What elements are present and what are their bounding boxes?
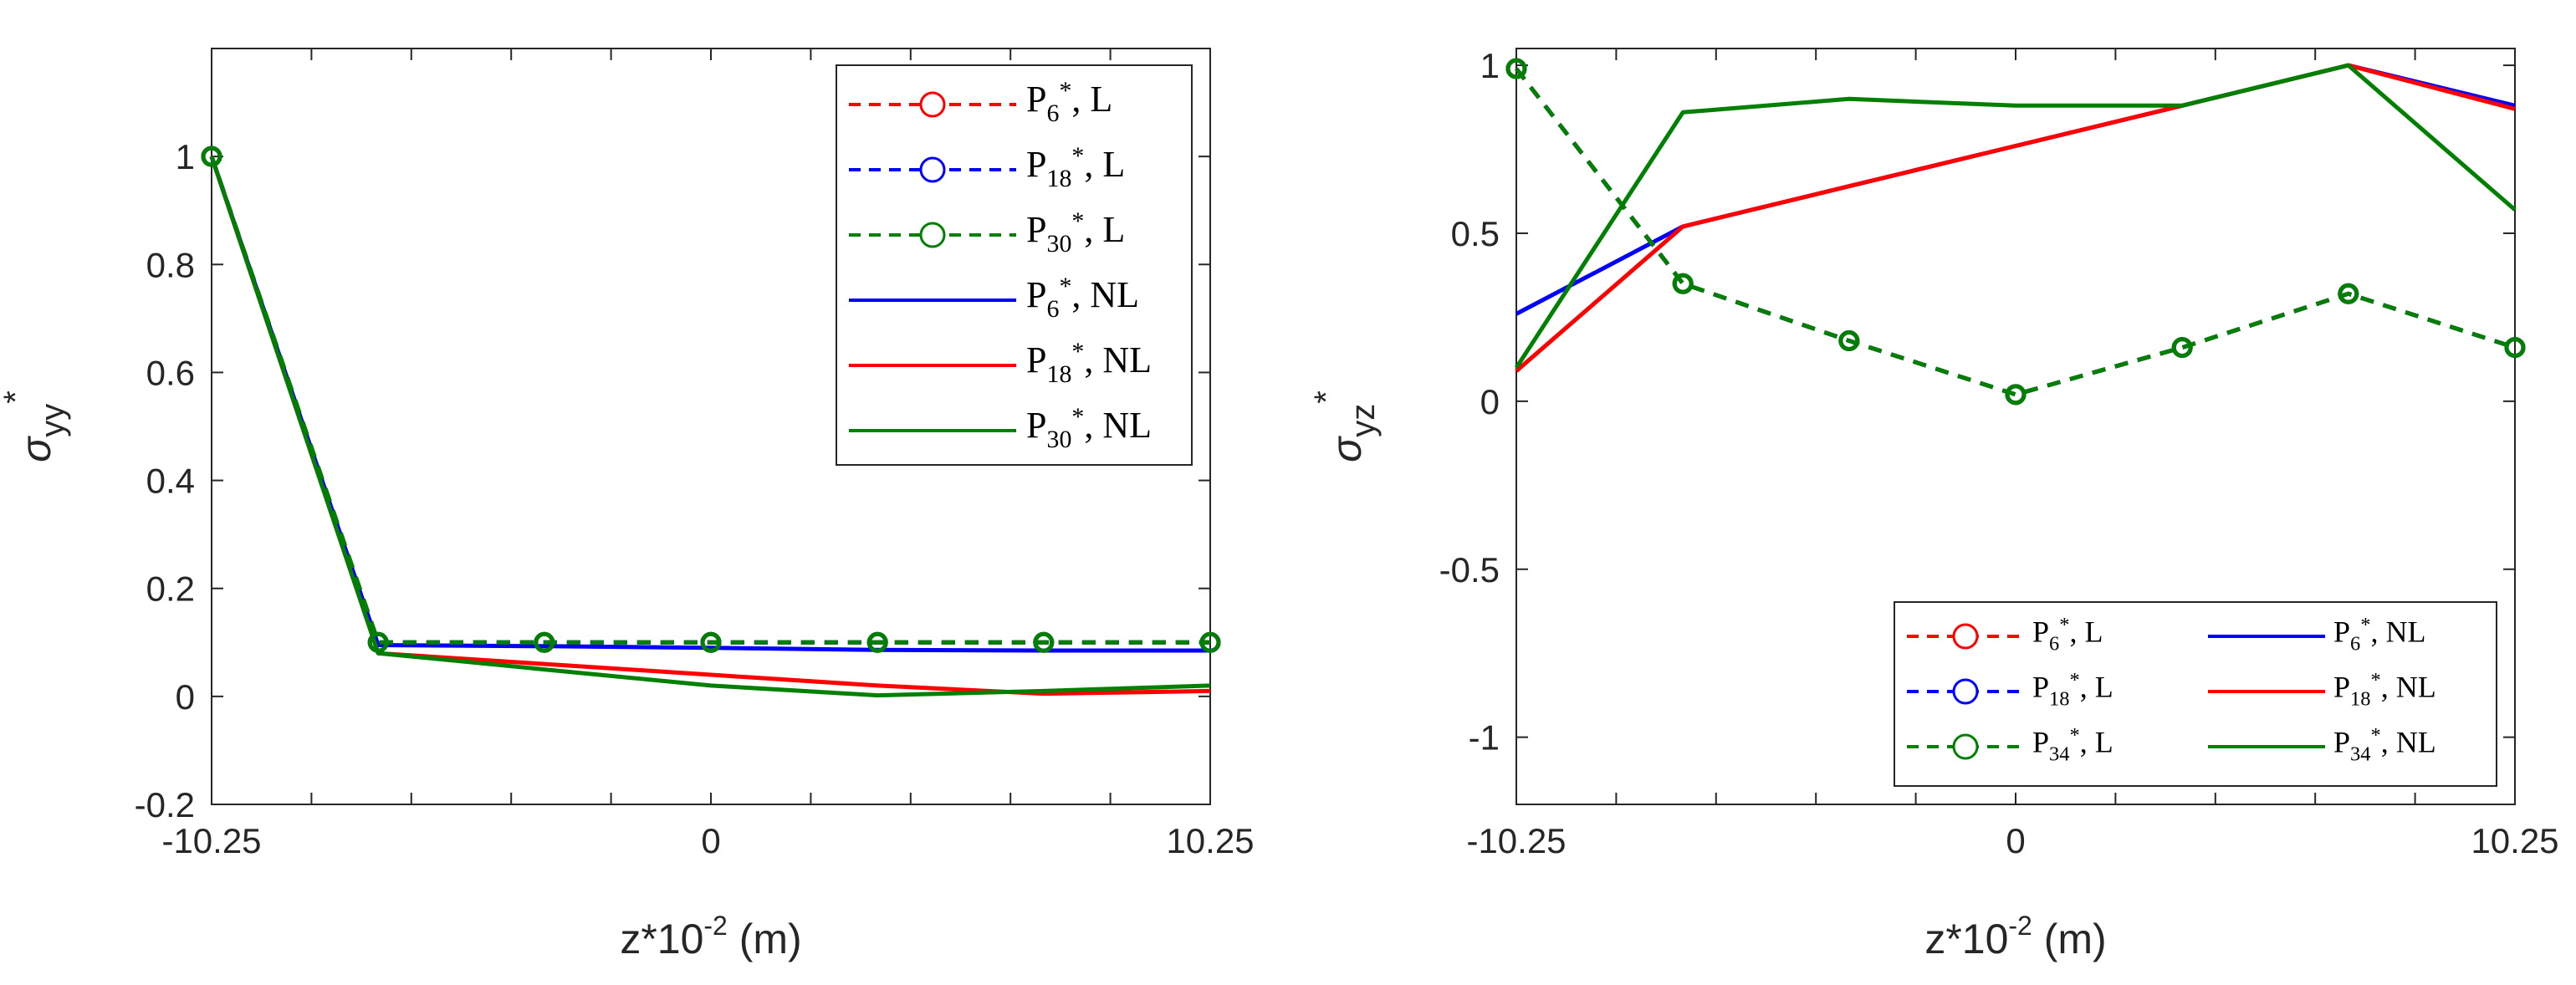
- y-tick-label: 0.8: [146, 245, 195, 284]
- legend-label: P30*, NL: [1026, 403, 1152, 453]
- legend-entry: P18*, L: [849, 142, 1125, 192]
- legend-label: P18*, L: [1026, 142, 1125, 192]
- data-point: [2005, 384, 2027, 406]
- legend-label: P34*, L: [2032, 724, 2113, 765]
- y-tick-label: 0.5: [1451, 214, 1500, 253]
- legend-marker: [1952, 623, 1979, 650]
- legend: P6*, L P18*, L P30*, L P6*, NL P18*, NL P30*,…: [836, 64, 1193, 466]
- legend-box: [1894, 601, 2497, 787]
- data-point: [1033, 631, 1055, 653]
- legend-entry: P18*, NL: [2208, 669, 2436, 711]
- legend-marker: [1952, 733, 1979, 760]
- legend-marker: [919, 156, 946, 183]
- legend-label: P18*, NL: [1026, 338, 1152, 388]
- legend-entry: P6*, L: [849, 77, 1112, 127]
- legend-entry: P6*, NL: [2208, 614, 2426, 656]
- legend-label: P18*, NL: [2333, 669, 2436, 710]
- legend-label: P34*, NL: [2333, 724, 2436, 765]
- data-point: [700, 631, 722, 653]
- x-tick-label: -10.25: [1466, 821, 1566, 860]
- y-tick-label: 0.6: [146, 353, 195, 392]
- data-point: [2171, 337, 2193, 359]
- data-point: [1505, 58, 1527, 79]
- y-tick-label: -0.2: [135, 785, 195, 824]
- x-tick-label: 10.25: [1166, 821, 1254, 860]
- x-tick-label: -10.25: [161, 821, 261, 860]
- legend-label: P6*, L: [2032, 614, 2103, 655]
- x-axis-label: z*10-2 (m): [1924, 911, 2106, 962]
- data-point: [2338, 283, 2359, 304]
- legend-box: [836, 64, 1193, 466]
- series-line: [209, 156, 1211, 698]
- legend-entry: P6*, NL: [849, 273, 1139, 323]
- data-point: [866, 631, 888, 653]
- legend-entry: P18*, NL: [849, 338, 1152, 388]
- legend-label: P18*, L: [2032, 669, 2113, 710]
- legend-entry: P30*, NL: [849, 403, 1152, 453]
- legend-label: P30*, L: [1026, 207, 1125, 258]
- stress-yy-chart: -10.25 0 10.25 -0.2 0 0.2 0.4 0.6 0.8 1 z*10-2 (m)…: [0, 48, 1255, 962]
- y-tick-label: 0: [176, 677, 195, 717]
- x-tick-label: 0: [2006, 821, 2025, 860]
- legend-label: P6*, L: [1026, 77, 1112, 127]
- data-point: [367, 631, 389, 653]
- y-tick-label: 1: [1480, 46, 1500, 85]
- legend: P6*, L P18*, L P34*, L P6*, NL P18*, NL P34*,…: [1894, 601, 2497, 787]
- data-point: [534, 631, 555, 653]
- y-tick-label: 0.2: [146, 569, 195, 609]
- data-point: [201, 145, 222, 167]
- legend-entry: P18*, L: [1907, 669, 2113, 711]
- y-axis-label: σyy*: [0, 390, 71, 462]
- stress-yz-chart: -10.25 0 10.25 -1 -0.5 0 0.5 1 z*10-2 (m) σyz* P6*…: [1308, 46, 2559, 962]
- legend-entry: P34*, NL: [2208, 724, 2436, 766]
- legend-marker: [1952, 678, 1979, 705]
- y-tick-label: 0.4: [146, 462, 195, 501]
- data-point: [2504, 337, 2526, 359]
- data-point: [1838, 330, 1860, 352]
- legend-marker: [919, 91, 946, 118]
- y-tick-label: -0.5: [1439, 550, 1500, 589]
- legend-entry: P30*, L: [849, 207, 1125, 258]
- y-tick-label: 0: [1480, 382, 1500, 421]
- y-axis-label: σyz*: [1308, 390, 1382, 462]
- legend-label: P6*, NL: [2333, 614, 2426, 655]
- x-tick-label: 10.25: [2471, 821, 2558, 860]
- y-tick-label: 1: [176, 137, 195, 176]
- legend-entry: P6*, L: [1907, 614, 2103, 656]
- series-line: [209, 156, 1210, 645]
- series-line: [1515, 67, 2516, 397]
- legend-label: P6*, NL: [1026, 273, 1139, 323]
- legend-entry: P34*, L: [1907, 724, 2113, 766]
- data-point: [1199, 631, 1221, 653]
- y-tick-label: -1: [1469, 718, 1500, 758]
- x-tick-label: 0: [701, 821, 720, 860]
- data-point: [1672, 273, 1694, 294]
- series-line: [1514, 63, 2517, 370]
- legend-marker: [919, 222, 946, 248]
- x-axis-label: z*10-2 (m): [620, 911, 801, 962]
